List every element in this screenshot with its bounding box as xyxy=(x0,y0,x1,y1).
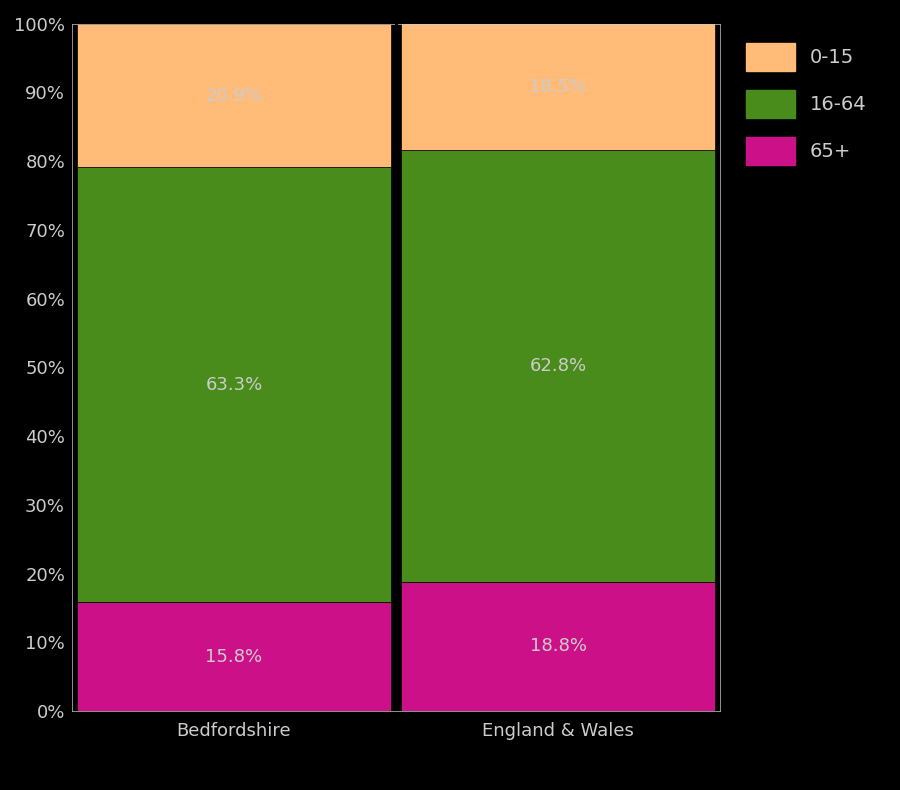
Bar xyxy=(76,603,392,711)
Text: 63.3%: 63.3% xyxy=(205,376,263,394)
Text: 62.8%: 62.8% xyxy=(529,357,587,375)
Bar xyxy=(76,167,392,603)
Bar xyxy=(400,581,716,711)
Text: 20.9%: 20.9% xyxy=(205,87,263,104)
Bar xyxy=(400,150,716,581)
Text: 18.5%: 18.5% xyxy=(529,77,587,96)
Text: 15.8%: 15.8% xyxy=(205,648,263,666)
Text: 18.8%: 18.8% xyxy=(529,638,587,656)
Bar xyxy=(400,23,716,150)
Bar xyxy=(76,24,392,167)
Legend: 0-15, 16-64, 65+: 0-15, 16-64, 65+ xyxy=(736,33,877,175)
